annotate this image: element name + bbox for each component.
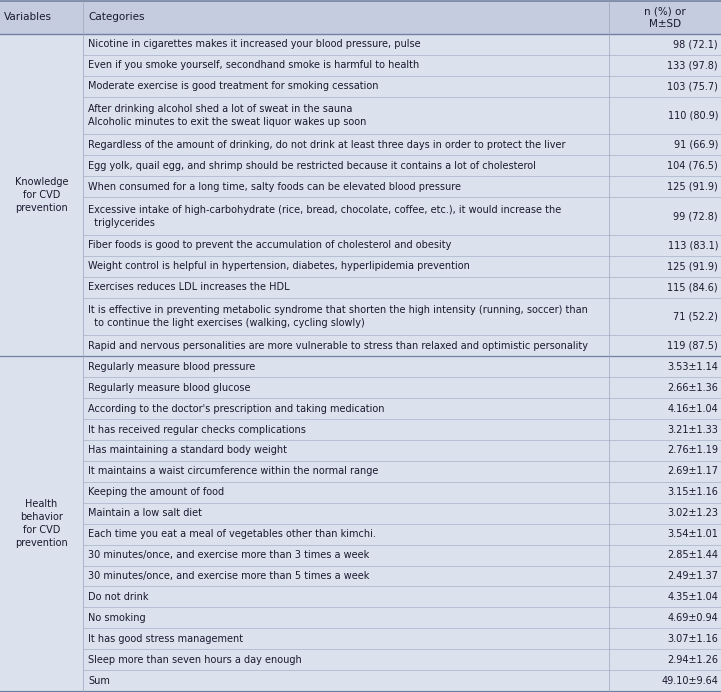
Text: 2.69±1.17: 2.69±1.17 bbox=[667, 466, 718, 476]
Text: It has good stress management: It has good stress management bbox=[88, 634, 243, 644]
Text: 4.35±1.04: 4.35±1.04 bbox=[667, 592, 718, 602]
Bar bbox=[0, 76, 721, 97]
Text: 49.10±9.64: 49.10±9.64 bbox=[661, 675, 718, 686]
Text: 115 (84.6): 115 (84.6) bbox=[668, 282, 718, 292]
Bar bbox=[0, 277, 721, 298]
Text: Variables: Variables bbox=[4, 12, 52, 23]
Bar bbox=[0, 649, 721, 670]
Text: Regardless of the amount of drinking, do not drink at least three days in order : Regardless of the amount of drinking, do… bbox=[88, 140, 565, 150]
Text: Rapid and nervous personalities are more vulnerable to stress than relaxed and o: Rapid and nervous personalities are more… bbox=[88, 341, 588, 351]
Text: Categories: Categories bbox=[88, 12, 144, 23]
Bar bbox=[0, 440, 721, 461]
Bar bbox=[0, 503, 721, 524]
Text: When consumed for a long time, salty foods can be elevated blood pressure: When consumed for a long time, salty foo… bbox=[88, 182, 461, 192]
Text: 2.66±1.36: 2.66±1.36 bbox=[667, 383, 718, 393]
Text: Moderate exercise is good treatment for smoking cessation: Moderate exercise is good treatment for … bbox=[88, 81, 379, 91]
Text: Each time you eat a meal of vegetables other than kimchi.: Each time you eat a meal of vegetables o… bbox=[88, 529, 376, 539]
Text: Fiber foods is good to prevent the accumulation of cholesterol and obesity: Fiber foods is good to prevent the accum… bbox=[88, 240, 451, 251]
Bar bbox=[0, 608, 721, 628]
Bar bbox=[0, 670, 721, 691]
Text: Sum: Sum bbox=[88, 675, 110, 686]
Text: Regularly measure blood glucose: Regularly measure blood glucose bbox=[88, 383, 250, 393]
Text: 119 (87.5): 119 (87.5) bbox=[667, 341, 718, 351]
Text: 30 minutes/once, and exercise more than 5 times a week: 30 minutes/once, and exercise more than … bbox=[88, 571, 369, 581]
Text: It has received regular checks complications: It has received regular checks complicat… bbox=[88, 425, 306, 435]
Text: Sleep more than seven hours a day enough: Sleep more than seven hours a day enough bbox=[88, 655, 301, 664]
Bar bbox=[0, 235, 721, 256]
Text: 3.15±1.16: 3.15±1.16 bbox=[667, 487, 718, 498]
Text: Knowledge
for CVD
prevention: Knowledge for CVD prevention bbox=[14, 177, 68, 213]
Bar bbox=[0, 134, 721, 156]
Text: 2.85±1.44: 2.85±1.44 bbox=[667, 550, 718, 560]
Text: Exercises reduces LDL increases the HDL: Exercises reduces LDL increases the HDL bbox=[88, 282, 290, 292]
Text: 104 (76.5): 104 (76.5) bbox=[667, 161, 718, 171]
Text: 3.53±1.14: 3.53±1.14 bbox=[667, 362, 718, 372]
Text: 91 (66.9): 91 (66.9) bbox=[673, 140, 718, 150]
Text: 4.16±1.04: 4.16±1.04 bbox=[667, 403, 718, 414]
Bar bbox=[0, 156, 721, 176]
Bar bbox=[0, 336, 721, 356]
Text: 113 (83.1): 113 (83.1) bbox=[668, 240, 718, 251]
Bar bbox=[0, 482, 721, 503]
Text: It maintains a waist circumference within the normal range: It maintains a waist circumference withi… bbox=[88, 466, 379, 476]
Text: Has maintaining a standard body weight: Has maintaining a standard body weight bbox=[88, 446, 287, 455]
Text: Keeping the amount of food: Keeping the amount of food bbox=[88, 487, 224, 498]
Text: n (%) or
M±SD: n (%) or M±SD bbox=[645, 6, 686, 28]
Bar bbox=[0, 356, 721, 377]
Bar bbox=[0, 398, 721, 419]
Text: 3.02±1.23: 3.02±1.23 bbox=[667, 508, 718, 518]
Bar bbox=[0, 628, 721, 649]
Bar bbox=[0, 34, 721, 55]
Bar bbox=[0, 545, 721, 565]
Text: Do not drink: Do not drink bbox=[88, 592, 149, 602]
Text: After drinking alcohol shed a lot of sweat in the sauna
Alcoholic minutes to exi: After drinking alcohol shed a lot of swe… bbox=[88, 104, 366, 127]
Text: 133 (97.8): 133 (97.8) bbox=[668, 60, 718, 71]
Text: Nicotine in cigarettes makes it increased your blood pressure, pulse: Nicotine in cigarettes makes it increase… bbox=[88, 39, 420, 49]
Bar bbox=[0, 197, 721, 235]
Text: Health
behavior
for CVD
prevention: Health behavior for CVD prevention bbox=[15, 499, 68, 549]
Text: 3.07±1.16: 3.07±1.16 bbox=[667, 634, 718, 644]
Text: Maintain a low salt diet: Maintain a low salt diet bbox=[88, 508, 202, 518]
Bar bbox=[0, 586, 721, 608]
Text: Weight control is helpful in hypertension, diabetes, hyperlipidemia prevention: Weight control is helpful in hypertensio… bbox=[88, 262, 470, 271]
Text: No smoking: No smoking bbox=[88, 613, 146, 623]
Text: 3.21±1.33: 3.21±1.33 bbox=[667, 425, 718, 435]
Text: 71 (52.2): 71 (52.2) bbox=[673, 311, 718, 322]
Bar bbox=[0, 377, 721, 398]
Bar bbox=[0, 97, 721, 134]
Bar bbox=[0, 565, 721, 586]
Text: Regularly measure blood pressure: Regularly measure blood pressure bbox=[88, 362, 255, 372]
Bar bbox=[0, 55, 721, 76]
Text: 110 (80.9): 110 (80.9) bbox=[668, 111, 718, 120]
Text: 2.49±1.37: 2.49±1.37 bbox=[667, 571, 718, 581]
Text: 125 (91.9): 125 (91.9) bbox=[667, 262, 718, 271]
Bar bbox=[0, 298, 721, 336]
Bar bbox=[0, 176, 721, 197]
Text: 125 (91.9): 125 (91.9) bbox=[667, 182, 718, 192]
Bar bbox=[0, 524, 721, 545]
Text: 30 minutes/once, and exercise more than 3 times a week: 30 minutes/once, and exercise more than … bbox=[88, 550, 369, 560]
Text: It is effective in preventing metabolic syndrome that shorten the high intensity: It is effective in preventing metabolic … bbox=[88, 305, 588, 328]
Text: Even if you smoke yourself, secondhand smoke is harmful to health: Even if you smoke yourself, secondhand s… bbox=[88, 60, 419, 71]
Bar bbox=[0, 419, 721, 440]
Text: 99 (72.8): 99 (72.8) bbox=[673, 211, 718, 221]
Bar bbox=[0, 1, 721, 34]
Text: According to the doctor's prescription and taking medication: According to the doctor's prescription a… bbox=[88, 403, 384, 414]
Text: 2.76±1.19: 2.76±1.19 bbox=[667, 446, 718, 455]
Text: 2.94±1.26: 2.94±1.26 bbox=[667, 655, 718, 664]
Text: 98 (72.1): 98 (72.1) bbox=[673, 39, 718, 49]
Text: 103 (75.7): 103 (75.7) bbox=[667, 81, 718, 91]
Text: Egg yolk, quail egg, and shrimp should be restricted because it contains a lot o: Egg yolk, quail egg, and shrimp should b… bbox=[88, 161, 536, 171]
Bar bbox=[0, 256, 721, 277]
Text: Excessive intake of high-carbohydrate (rice, bread, chocolate, coffee, etc.), it: Excessive intake of high-carbohydrate (r… bbox=[88, 205, 561, 228]
Bar bbox=[0, 461, 721, 482]
Text: 4.69±0.94: 4.69±0.94 bbox=[667, 613, 718, 623]
Text: 3.54±1.01: 3.54±1.01 bbox=[667, 529, 718, 539]
